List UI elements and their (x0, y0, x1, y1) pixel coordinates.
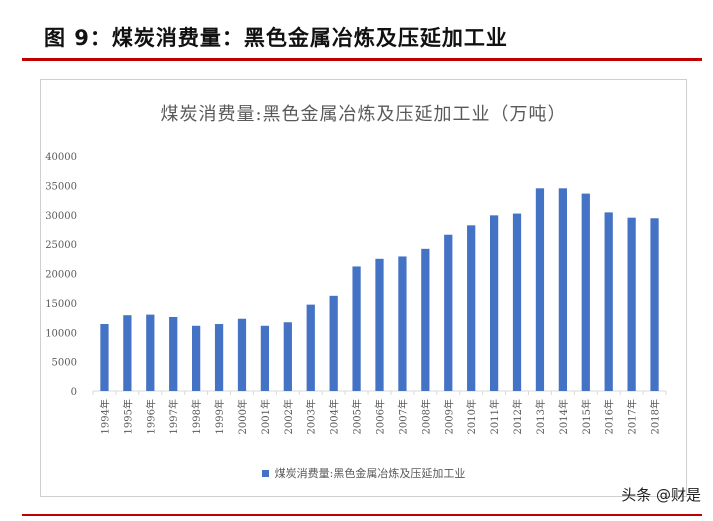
x-tick-label: 2012年 (511, 399, 524, 434)
bar (375, 258, 384, 391)
x-tick-label: 1995年 (121, 399, 134, 434)
x-tick-label: 1997年 (167, 399, 180, 434)
x-tick-label: 2009年 (442, 399, 455, 434)
bar (398, 256, 407, 391)
x-tick-label: 2001年 (259, 399, 272, 434)
bar (329, 295, 338, 391)
x-tick-label: 2007年 (396, 399, 409, 434)
y-tick-label: 35000 (45, 181, 77, 192)
bottom-divider (22, 514, 702, 516)
bar (535, 188, 545, 391)
x-tick-label: 1999年 (213, 399, 226, 434)
x-tick-label: 2002年 (282, 399, 295, 434)
bar (260, 325, 270, 391)
x-tick-label: 2015年 (580, 399, 593, 434)
bar (352, 266, 361, 391)
title-divider (22, 58, 702, 61)
x-tick-label: 2014年 (557, 399, 570, 434)
bar (512, 213, 522, 391)
bar (100, 324, 109, 391)
x-tick-label: 2017年 (626, 399, 639, 434)
x-tick-label: 2004年 (328, 399, 341, 434)
x-tick-label: 2003年 (305, 399, 318, 434)
bar (123, 315, 132, 391)
x-tick-label: 2006年 (374, 399, 387, 434)
x-tick-label: 2005年 (351, 399, 364, 434)
bar (604, 212, 613, 391)
legend-label: 煤炭消费量:黑色金属冶炼及压延加工业 (274, 467, 466, 480)
y-tick-label: 10000 (45, 328, 77, 339)
bar-chart: 0 5000 10000 15000 20000 25000 30000 35000 40000… (45, 152, 667, 434)
bar (650, 218, 659, 391)
chart-title: 煤炭消费量:黑色金属冶炼及压延加工业（万吨） (160, 104, 567, 125)
y-tick-label: 25000 (45, 240, 77, 251)
bar (627, 217, 636, 391)
bar (421, 248, 430, 391)
bar (489, 215, 499, 391)
chart-frame: 煤炭消费量:黑色金属冶炼及压延加工业（万吨） 0 5000 10000 15000 20… (40, 79, 687, 497)
x-tick-label: 2013年 (534, 399, 547, 434)
watermark: 头条 @财是 (621, 486, 701, 504)
bar (444, 234, 453, 391)
legend-swatch (261, 469, 269, 477)
y-tick-label: 20000 (45, 270, 77, 281)
x-tick-label: 2011年 (488, 399, 501, 434)
figure-title: 图 9：煤炭消费量：黑色金属冶炼及压延加工业 (44, 26, 508, 50)
bar (237, 318, 247, 391)
x-tick-label: 2018年 (649, 399, 662, 434)
x-tick-label: 1994年 (98, 399, 111, 434)
x-tick-label: 2000年 (236, 399, 249, 434)
bar (283, 322, 292, 391)
x-tick-label: 2016年 (603, 399, 616, 434)
bar (169, 316, 178, 391)
legend: 煤炭消费量:黑色金属冶炼及压延加工业 (41, 465, 686, 481)
x-tick-label: 1996年 (144, 399, 157, 434)
y-tick-label: 0 (71, 387, 77, 398)
y-tick-label: 30000 (45, 211, 77, 222)
bar (581, 193, 590, 391)
y-tick-label: 40000 (45, 152, 77, 163)
bar (192, 325, 201, 391)
bar (214, 324, 224, 391)
y-tick-label: 15000 (45, 299, 77, 310)
bar (467, 225, 476, 391)
bar (306, 304, 315, 391)
x-tick-label: 2010年 (465, 399, 478, 434)
bar (558, 188, 567, 391)
x-tick-label: 2008年 (419, 399, 432, 434)
y-tick-label: 5000 (52, 358, 77, 369)
x-tick-label: 1998年 (190, 399, 203, 434)
bar (146, 314, 155, 391)
